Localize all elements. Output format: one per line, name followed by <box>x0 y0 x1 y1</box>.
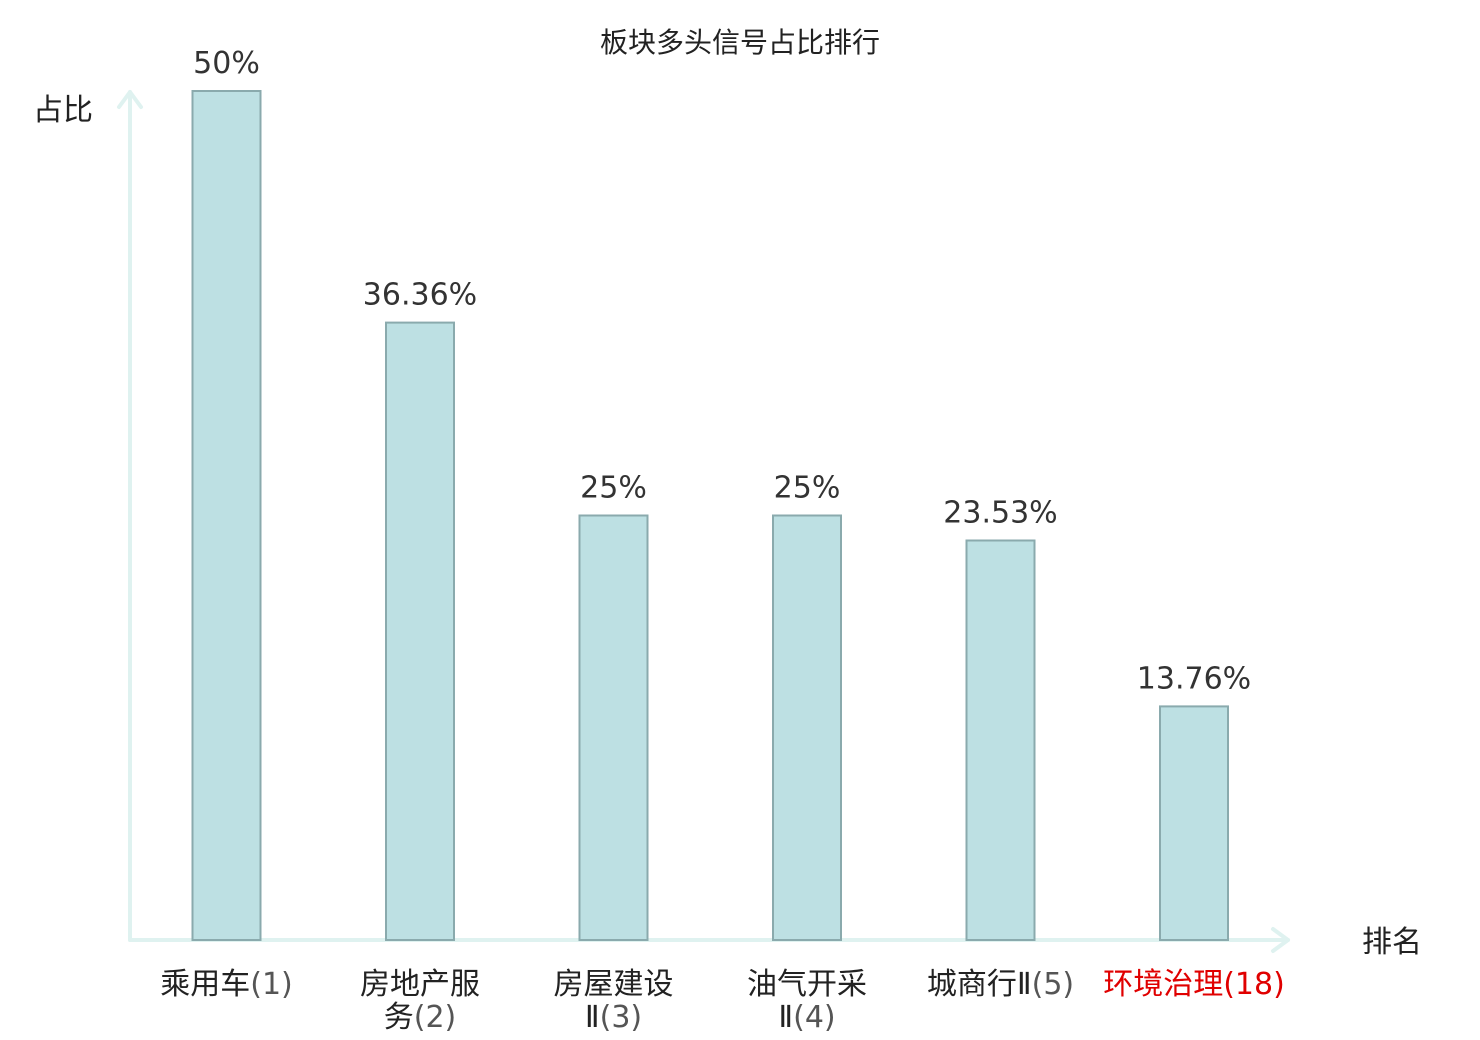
category-rank: (2) <box>414 1000 457 1035</box>
category-rank: (3) <box>600 1000 643 1035</box>
category-rank: (18) <box>1223 967 1285 1002</box>
category-label-2: 房地产服务(2) <box>360 967 480 1035</box>
y-axis-label: 占比 <box>33 93 93 128</box>
x-axis-label: 排名 <box>1362 925 1422 960</box>
value-labels-group: 50% 36.36% 25% 25% 23.53% 13.76% <box>193 46 1251 696</box>
bars-group <box>191 90 1229 942</box>
category-name-line: Ⅱ <box>585 1000 600 1035</box>
x-axis-arrow-icon <box>1271 927 1290 953</box>
value-label-6: 13.76% <box>1137 661 1251 696</box>
value-label-4: 25% <box>774 471 841 506</box>
category-name-line: 乘用车 <box>160 967 250 1002</box>
category-label-4: 油气开采 Ⅱ(4) <box>747 967 867 1035</box>
bar-6 <box>1159 705 1229 942</box>
chart-title: 板块多头信号占比排行 <box>600 26 880 59</box>
category-rank: (5) <box>1032 967 1075 1002</box>
category-rank: (4) <box>793 1000 836 1035</box>
y-axis-arrow-icon <box>117 90 143 109</box>
category-label-6: 环境治理(18) <box>1103 967 1285 1002</box>
category-name-line: 油气开采 <box>747 967 867 1002</box>
value-label-5: 23.53% <box>943 496 1057 531</box>
bar-3 <box>578 514 649 941</box>
category-name-line: 房屋建设 <box>554 967 674 1002</box>
category-label-3: 房屋建设 Ⅱ(3) <box>554 967 674 1035</box>
category-label-1: 乘用车(1) <box>160 967 293 1002</box>
category-name-line: Ⅱ <box>778 1000 793 1035</box>
category-labels-group: 乘用车(1) 房地产服务(2)房屋建设 Ⅱ(3)油气开采 Ⅱ(4)城商行Ⅱ(5) 环境治… <box>160 967 1285 1035</box>
category-name-line: 房地产服 <box>360 967 480 1002</box>
value-label-2: 36.36% <box>363 278 477 313</box>
bar-5 <box>965 539 1036 941</box>
category-label-5: 城商行Ⅱ(5) <box>927 967 1074 1002</box>
bar-4 <box>772 514 842 941</box>
axes <box>117 90 1290 953</box>
value-label-3: 25% <box>580 471 647 506</box>
category-rank: (1) <box>250 967 293 1002</box>
category-name-line: 务 <box>384 1000 414 1035</box>
category-name-line: 环境治理 <box>1103 967 1223 1002</box>
bar-1 <box>191 90 262 941</box>
category-name-line: 城商行Ⅱ <box>927 967 1032 1002</box>
value-label-1: 50% <box>193 46 260 81</box>
bar-2 <box>385 321 455 942</box>
